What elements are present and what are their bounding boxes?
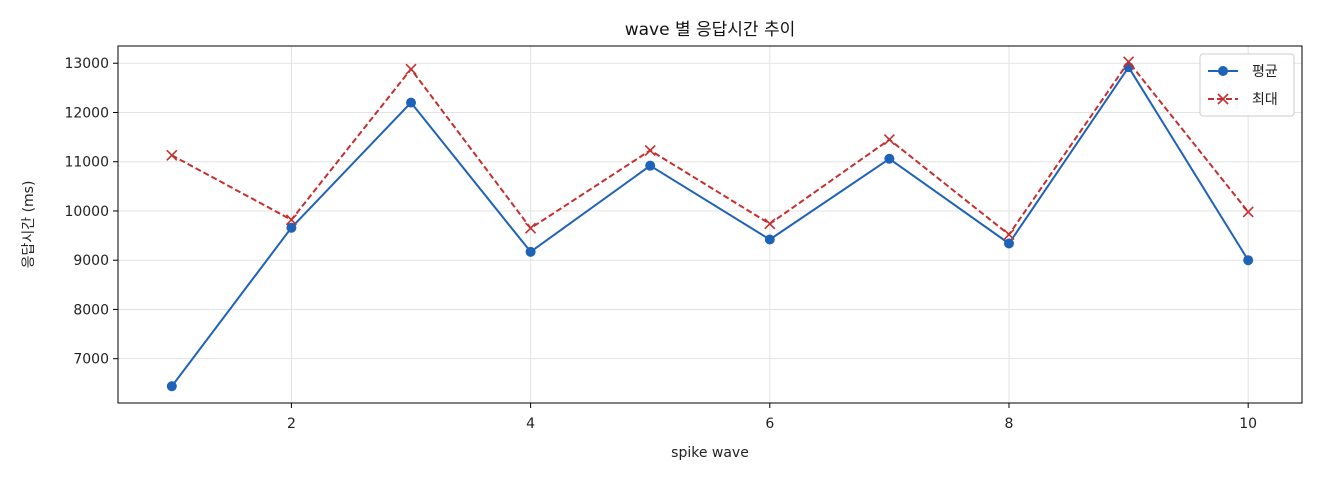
series-layer [166,56,1254,392]
x-marker-stroke [1217,93,1229,105]
data-point [644,144,656,156]
y-tick-label: 12000 [64,105,109,121]
x-marker-stroke [1242,206,1254,218]
x-marker-stroke [166,149,178,161]
data-point [1123,56,1135,68]
x-marker-stroke [285,214,297,226]
y-tick-label: 7000 [73,352,109,368]
x-tick-label: 4 [526,416,535,432]
legend-marker [1218,66,1228,76]
legend-marker [1217,93,1229,105]
x-marker-stroke [1123,56,1135,68]
plot-area-frame [117,45,1303,404]
x-marker-stroke [883,133,895,146]
axis-ticks: 2 4 6 8 10 7000 8000 9000 10000 11000 12000 13000 [64,56,1257,432]
data-point [884,153,895,164]
data-point [1003,238,1014,249]
data-point [405,63,417,75]
legend-box [1199,53,1295,117]
x-tick-label: 10 [1239,416,1257,432]
x-tick-label: 8 [1005,416,1014,432]
series-line [171,66,1250,387]
y-tick-label: 13000 [64,56,109,72]
series-2 [166,56,1254,241]
data-point [525,246,536,257]
data-point [286,222,297,233]
legend-item: 평균 [1208,64,1278,80]
x-tick-label: 6 [765,416,774,432]
x-marker-stroke [405,63,417,75]
legend-item: 최대 [1208,92,1278,108]
y-tick-label: 8000 [73,302,109,318]
x-marker-stroke [1003,229,1015,241]
data-point [406,97,417,108]
y-tick-label: 9000 [73,253,109,269]
data-point [285,214,297,226]
data-point [166,381,177,392]
series-1 [166,62,1254,392]
x-axis-label: spike wave [671,445,749,461]
chart-title: wave 별 응답시간 추이 [625,20,796,40]
data-point [883,133,895,146]
data-point [166,149,178,161]
data-point [1243,255,1254,266]
data-point [645,160,656,171]
y-tick-label: 11000 [64,155,109,171]
data-point [764,218,776,230]
x-tick-label: 2 [287,416,296,432]
y-tick-label: 10000 [64,204,109,220]
data-point [764,234,775,245]
grid [118,46,1302,403]
x-marker-stroke [644,144,656,156]
data-point [1003,229,1015,241]
y-axis-label: 응답시간 (ms) [21,181,37,269]
legend-label: 평균 [1252,64,1278,80]
series-line [171,60,1249,236]
legend-label: 최대 [1252,92,1278,108]
x-marker-stroke [764,218,776,230]
data-point [1242,206,1254,218]
data-point [525,222,537,234]
x-marker-stroke [525,222,537,234]
